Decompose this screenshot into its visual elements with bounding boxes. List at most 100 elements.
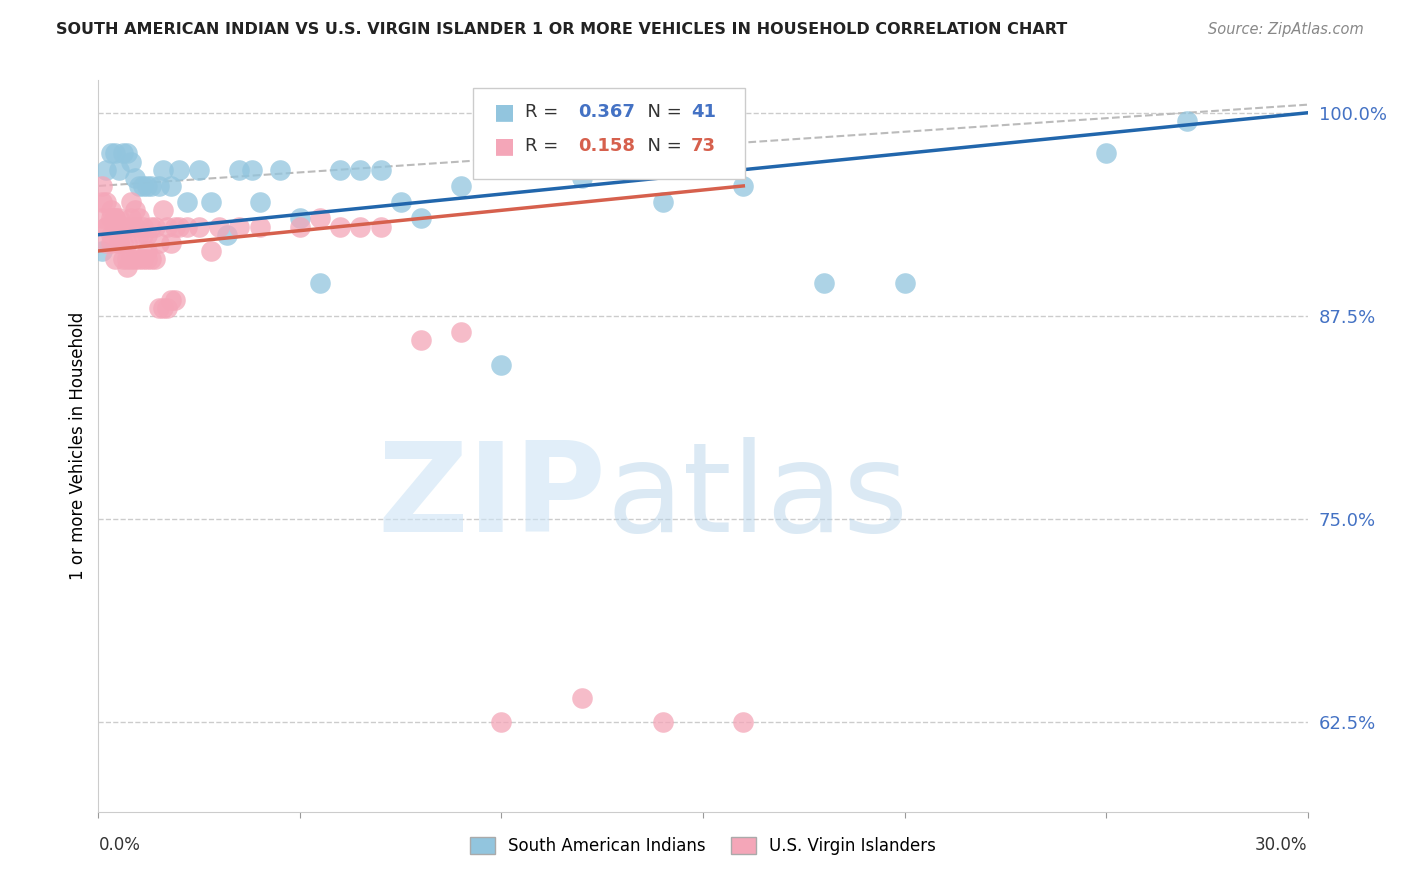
Point — [120, 154, 142, 169]
Point — [115, 252, 138, 266]
Y-axis label: 1 or more Vehicles in Household: 1 or more Vehicles in Household — [69, 312, 87, 580]
Point — [115, 146, 138, 161]
Point — [571, 690, 593, 705]
Text: atlas: atlas — [606, 437, 908, 558]
Point — [111, 252, 134, 266]
Point — [143, 252, 166, 266]
Point — [128, 211, 150, 226]
Point — [217, 227, 239, 242]
Point — [111, 235, 134, 250]
Point — [188, 219, 211, 234]
Point — [103, 211, 125, 226]
Point — [124, 203, 146, 218]
Point — [176, 219, 198, 234]
Point — [167, 162, 190, 177]
Text: 0.367: 0.367 — [578, 103, 636, 120]
Point — [91, 244, 114, 258]
Point — [100, 227, 122, 242]
Point — [733, 178, 755, 193]
Text: ■: ■ — [494, 136, 515, 156]
Point — [651, 195, 673, 210]
Point — [208, 219, 231, 234]
Text: R =: R = — [526, 103, 564, 120]
Point — [132, 252, 155, 266]
Point — [100, 146, 122, 161]
Point — [329, 162, 352, 177]
Point — [152, 162, 174, 177]
Point — [309, 211, 332, 226]
Point — [176, 195, 198, 210]
Text: R =: R = — [526, 137, 564, 155]
Point — [733, 715, 755, 730]
Point — [143, 219, 166, 234]
Point — [115, 219, 138, 234]
Point — [152, 301, 174, 315]
Point — [135, 252, 157, 266]
Point — [329, 219, 352, 234]
Point — [135, 227, 157, 242]
Point — [163, 219, 186, 234]
Point — [249, 219, 271, 234]
Point — [389, 195, 412, 210]
Point — [893, 277, 915, 291]
Text: 41: 41 — [690, 103, 716, 120]
Point — [309, 277, 332, 291]
Point — [132, 227, 155, 242]
Point — [135, 244, 157, 258]
Point — [132, 219, 155, 234]
Point — [115, 235, 138, 250]
Point — [111, 146, 134, 161]
Point — [370, 219, 392, 234]
Text: 73: 73 — [690, 137, 716, 155]
Point — [103, 219, 125, 234]
Text: 0.0%: 0.0% — [98, 836, 141, 855]
Point — [107, 162, 129, 177]
Point — [156, 219, 179, 234]
Point — [91, 178, 114, 193]
Point — [100, 203, 122, 218]
Point — [139, 219, 162, 234]
Point — [288, 211, 311, 226]
Point — [167, 219, 190, 234]
Point — [160, 235, 183, 250]
Point — [120, 195, 142, 210]
Text: SOUTH AMERICAN INDIAN VS U.S. VIRGIN ISLANDER 1 OR MORE VEHICLES IN HOUSEHOLD CO: SOUTH AMERICAN INDIAN VS U.S. VIRGIN ISL… — [56, 22, 1067, 37]
Point — [96, 195, 118, 210]
Point — [188, 162, 211, 177]
Point — [349, 162, 371, 177]
Legend: South American Indians, U.S. Virgin Islanders: South American Indians, U.S. Virgin Isla… — [463, 830, 943, 862]
Point — [269, 162, 291, 177]
Point — [228, 162, 250, 177]
Point — [91, 211, 114, 226]
Point — [228, 219, 250, 234]
Point — [450, 178, 472, 193]
Point — [107, 235, 129, 250]
Point — [115, 260, 138, 275]
Point — [96, 235, 118, 250]
FancyBboxPatch shape — [474, 87, 745, 179]
Point — [128, 178, 150, 193]
Point — [91, 195, 114, 210]
Point — [200, 195, 222, 210]
Point — [370, 162, 392, 177]
Point — [491, 715, 513, 730]
Point — [409, 334, 432, 348]
Point — [124, 219, 146, 234]
Point — [148, 178, 170, 193]
Point — [349, 219, 371, 234]
Point — [103, 211, 125, 226]
Point — [128, 252, 150, 266]
Point — [107, 227, 129, 242]
Point — [163, 293, 186, 307]
Point — [571, 170, 593, 185]
Point — [249, 195, 271, 210]
Point — [124, 252, 146, 266]
Point — [111, 219, 134, 234]
Point — [107, 235, 129, 250]
Point — [160, 178, 183, 193]
Text: 30.0%: 30.0% — [1256, 836, 1308, 855]
Point — [107, 211, 129, 226]
Point — [120, 252, 142, 266]
Point — [152, 203, 174, 218]
Point — [96, 219, 118, 234]
